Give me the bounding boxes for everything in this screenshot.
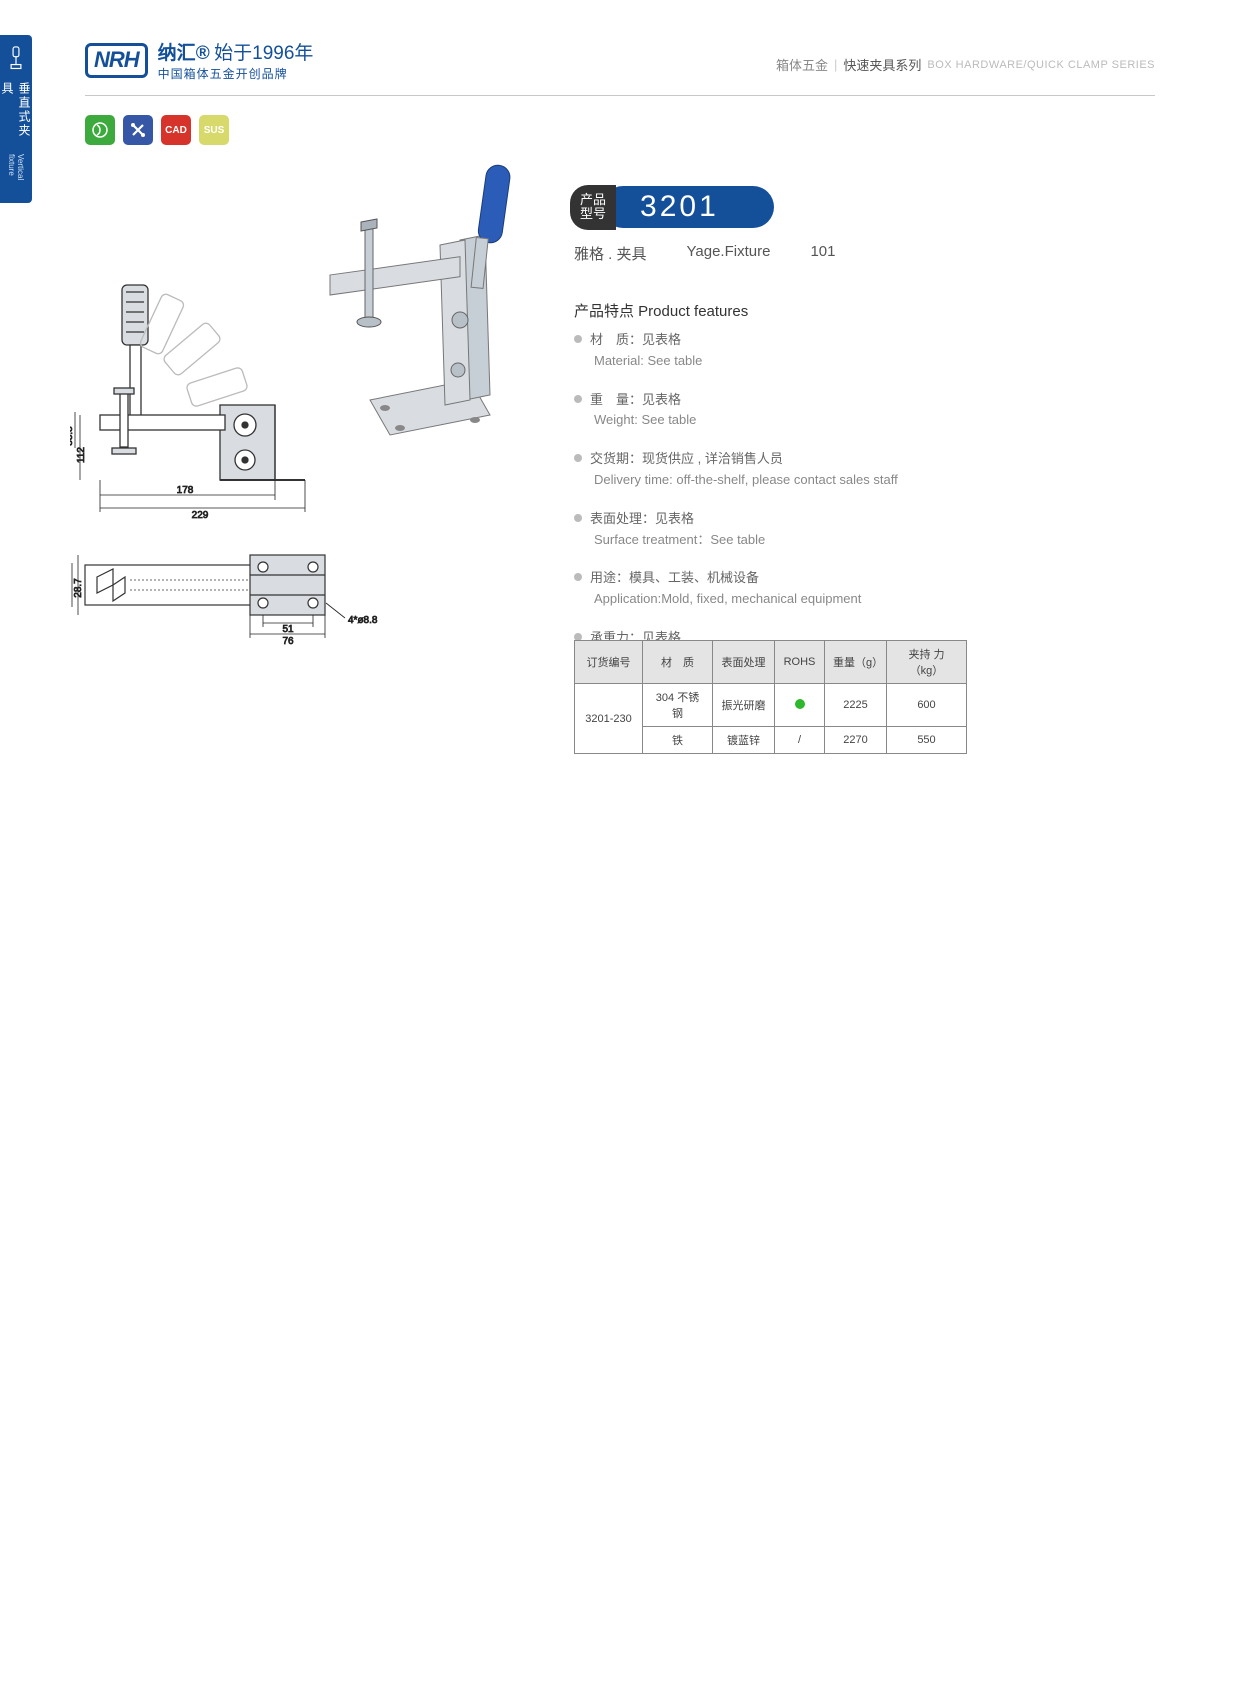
table-cell: 2225 [825, 684, 887, 727]
feature-item-0: 材 质：见表格 Material: See table [574, 330, 974, 372]
sidebar-tab: 垂直式夹具 Vertical fixture [0, 35, 32, 203]
feature-cn: 重 量：见表格 [590, 392, 681, 407]
product-subtitle: 雅格 . 夹具 Yage.Fixture 101 [574, 243, 835, 264]
feature-en: Material: See table [574, 351, 974, 372]
dim-178: 178 [177, 485, 194, 496]
feature-item-1: 重 量：见表格 Weight: See table [574, 390, 974, 432]
table-orderno: 3201-230 [575, 684, 643, 754]
table-header: 订货编号 [575, 641, 643, 684]
rohs-icon [85, 115, 115, 145]
features-list: 材 质：见表格 Material: See table 重 量：见表格 Weight:… [574, 330, 974, 688]
dim-229: 229 [192, 510, 209, 521]
brand-tagline: 中国箱体五金开创品牌 [158, 65, 314, 82]
breadcrumb-2: 快速夹具系列 [843, 55, 921, 74]
dim-51: 51 [282, 624, 294, 635]
table-header: ROHS [775, 641, 825, 684]
feature-cn: 交货期：现货供应 , 详洽销售人员 [590, 451, 783, 466]
table-header: 表面处理 [713, 641, 775, 684]
breadcrumb-1: 箱体五金 [776, 55, 828, 74]
model-number: 3201 [602, 186, 774, 228]
dim-33-8: 33.8 [70, 426, 75, 446]
product-model: 产品 型号 3201 [570, 185, 774, 230]
table-cell [775, 684, 825, 727]
spec-table: 订货编号材 质表面处理ROHS重量（g）夹持 力（kg） 3201-230304 … [574, 640, 967, 754]
table-cell: 镀蓝锌 [713, 727, 775, 754]
table-cell: 600 [887, 684, 967, 727]
subtitle-cn: 雅格 . 夹具 [574, 243, 647, 264]
feature-en: Surface treatment：See table [574, 530, 974, 551]
subtitle-en: Yage.Fixture [687, 243, 771, 264]
sidebar-label-en: Vertical fixture [7, 154, 25, 203]
table-cell: 振光研磨 [713, 684, 775, 727]
table-cell: 铁 [643, 727, 713, 754]
table-header: 重量（g） [825, 641, 887, 684]
sus-icon: SUS [199, 115, 229, 145]
brand-year: 始于1996年 [214, 43, 313, 64]
dim-76: 76 [282, 636, 294, 647]
brand-line-1: 纳汇® 始于1996年 [158, 38, 314, 65]
feature-en: Delivery time: off-the-shelf, please con… [574, 470, 974, 491]
model-tag-line2: 型号 [580, 207, 606, 221]
sidebar-label-cn: 垂直式夹具 [0, 82, 33, 150]
dim-28-7: 28.7 [73, 578, 84, 598]
table-header: 材 质 [643, 641, 713, 684]
icon-row: CAD SUS [85, 115, 229, 145]
cad-icon: CAD [161, 115, 191, 145]
table-cell: / [775, 727, 825, 754]
breadcrumb: 箱体五金 | 快速夹具系列 BOX HARDWARE/QUICK CLAMP S… [776, 55, 1155, 74]
table-cell: 304 不锈钢 [643, 684, 713, 727]
tools-icon [123, 115, 153, 145]
dim-hole-note: 4*ø8.8 [348, 615, 378, 626]
table-header: 夹持 力（kg） [887, 641, 967, 684]
breadcrumb-en: BOX HARDWARE/QUICK CLAMP SERIES [927, 59, 1155, 71]
brand-name: 纳汇 [158, 43, 196, 64]
model-tag: 产品 型号 [570, 185, 616, 230]
logo-mark: NRH [85, 43, 148, 78]
dim-35-5: 35.5 [70, 578, 71, 598]
feature-cn: 用途：模具、工装、机械设备 [590, 570, 759, 585]
feature-item-2: 交货期：现货供应 , 详洽销售人员 Delivery time: off-the-… [574, 449, 974, 491]
feature-item-4: 用途：模具、工装、机械设备 Application:Mold, fixed, me… [574, 568, 974, 610]
subtitle-num: 101 [810, 243, 835, 264]
technical-diagram: 33.8 112 178 229 [70, 160, 550, 730]
feature-cn: 材 质：见表格 [590, 332, 681, 347]
feature-item-3: 表面处理：见表格 Surface treatment：See table [574, 509, 974, 551]
table-cell: 2270 [825, 727, 887, 754]
table-cell: 550 [887, 727, 967, 754]
dim-112: 112 [76, 447, 87, 463]
feature-en: Weight: See table [574, 410, 974, 431]
header-divider [85, 95, 1155, 96]
features-header: 产品特点 Product features [574, 300, 748, 321]
feature-cn: 表面处理：见表格 [590, 511, 694, 526]
feature-en: Application:Mold, fixed, mechanical equi… [574, 589, 974, 610]
model-tag-line1: 产品 [580, 193, 606, 207]
logo-block: NRH 纳汇® 始于1996年 中国箱体五金开创品牌 [85, 38, 313, 82]
rohs-dot-icon [795, 699, 805, 709]
clamp-icon [8, 45, 24, 72]
